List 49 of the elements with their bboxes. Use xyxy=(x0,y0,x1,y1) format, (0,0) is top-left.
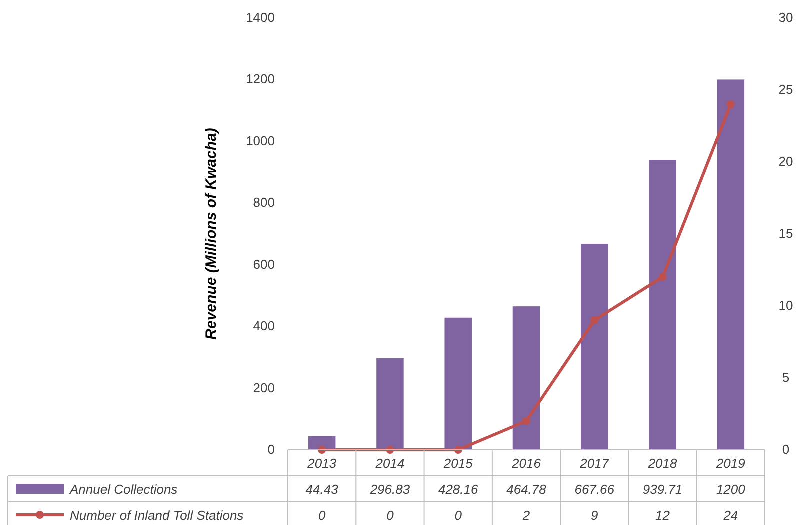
data-label: 939.71 xyxy=(642,482,683,497)
x-tick-label: 2017 xyxy=(579,456,610,471)
x-tick-label: 2014 xyxy=(374,456,405,471)
data-label: 1200 xyxy=(716,482,746,497)
x-tick-label: 2016 xyxy=(511,456,542,471)
y2-tick-label: 5 xyxy=(782,370,790,385)
x-tick-label: 2013 xyxy=(306,456,338,471)
bar xyxy=(376,358,404,450)
point xyxy=(590,316,599,324)
y2-tick-label: 15 xyxy=(778,226,794,241)
data-label: 44.43 xyxy=(306,482,340,497)
bar xyxy=(649,160,676,450)
point xyxy=(658,273,667,282)
bar xyxy=(717,80,745,450)
y-tick-label: 600 xyxy=(253,256,275,272)
x-tick-label: 2018 xyxy=(647,456,678,471)
y2-tick-label: 25 xyxy=(778,82,794,97)
y-tick-label: 400 xyxy=(253,318,275,334)
x-tick-label: 2015 xyxy=(442,456,474,471)
y2-tick-label: 20 xyxy=(778,154,794,169)
data-label: 0 xyxy=(318,508,326,523)
data-label: 296.83 xyxy=(369,482,411,497)
y-tick-label: 1000 xyxy=(246,133,275,148)
y2-tick-label: 30 xyxy=(778,10,794,25)
point xyxy=(522,417,530,426)
data-label: 464.78 xyxy=(506,482,548,497)
y2-tick-label: 0 xyxy=(782,442,790,457)
y2-tick-label: 10 xyxy=(778,298,794,313)
legend-label: Annuel Collections xyxy=(69,482,178,497)
y-tick-label: 200 xyxy=(253,380,275,396)
y-tick-label: 800 xyxy=(253,195,275,210)
y-axis-title: Revenue (Millions of Kwacha) xyxy=(203,128,220,340)
bar xyxy=(581,244,608,450)
data-label: 9 xyxy=(591,508,598,523)
y-tick-label: 1400 xyxy=(246,10,275,25)
bar xyxy=(512,306,540,450)
y-tick-label: 0 xyxy=(268,442,275,457)
data-label: 428.16 xyxy=(438,482,480,497)
data-label: 0 xyxy=(454,508,463,523)
data-label: 0 xyxy=(386,508,395,523)
y-tick-label: 1200 xyxy=(246,72,275,87)
bar xyxy=(444,318,472,450)
data-label: 12 xyxy=(656,508,671,523)
legend-label: Number of Inland Toll Stations xyxy=(70,508,244,523)
point xyxy=(726,100,735,108)
x-tick-label: 2019 xyxy=(715,456,746,471)
data-label: 667.66 xyxy=(574,482,616,497)
data-label: 24 xyxy=(722,508,738,523)
data-label: 2 xyxy=(522,508,531,523)
